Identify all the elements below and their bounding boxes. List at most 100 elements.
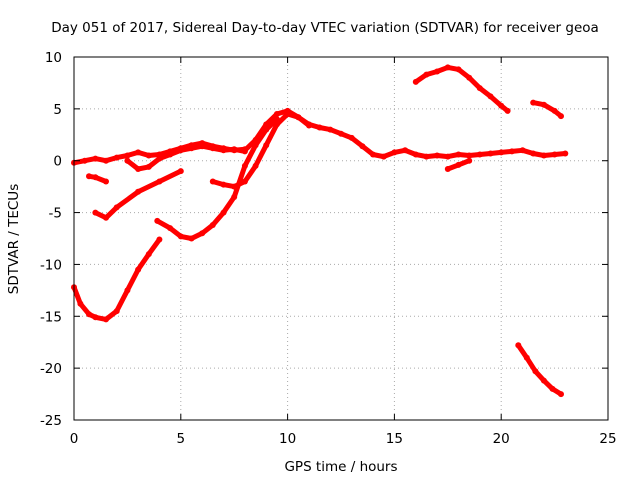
data-point	[519, 147, 526, 154]
data-point	[540, 101, 547, 108]
data-point	[551, 107, 558, 114]
data-point	[558, 391, 564, 398]
data-point	[412, 78, 419, 85]
y-tick-label: -10	[40, 257, 62, 273]
data-point	[103, 157, 109, 164]
data-point	[167, 225, 174, 232]
data-point	[92, 174, 99, 181]
data-point	[156, 236, 163, 243]
y-tick-label: 10	[45, 50, 62, 66]
data-point	[199, 143, 206, 150]
series-line-track-upper-0	[124, 143, 248, 172]
data-point	[284, 111, 291, 117]
x-tick-label: 15	[386, 431, 403, 447]
data-point	[466, 74, 473, 81]
series-line-track-mid-3	[210, 111, 312, 190]
data-point	[562, 150, 569, 157]
data-point	[241, 148, 248, 155]
x-tick-label: 5	[177, 431, 186, 447]
data-point	[515, 342, 522, 349]
data-point	[391, 149, 398, 156]
data-point	[498, 102, 505, 109]
data-point	[476, 151, 483, 158]
data-point	[412, 151, 419, 158]
data-point	[86, 311, 92, 318]
data-point	[209, 178, 216, 185]
data-point	[124, 287, 131, 294]
series-line-track-late-7	[530, 100, 564, 119]
y-tick-label: -20	[40, 361, 62, 377]
data-point	[86, 173, 92, 180]
data-point	[444, 153, 451, 160]
data-point	[295, 114, 302, 121]
data-point	[188, 235, 195, 242]
data-point	[156, 178, 163, 185]
x-tick-label: 25	[599, 431, 616, 447]
data-point	[551, 151, 558, 158]
data-point	[103, 316, 109, 323]
data-point	[209, 222, 216, 228]
data-point	[306, 122, 312, 129]
data-point	[380, 153, 387, 160]
data-point	[273, 111, 280, 117]
y-tick-label: -25	[40, 413, 62, 429]
data-point	[530, 99, 537, 106]
data-point	[252, 142, 259, 149]
x-axis-ticks: 0 5 10 15 20 25	[70, 57, 617, 447]
data-point	[103, 178, 109, 185]
data-point	[113, 204, 120, 211]
data-point	[167, 151, 174, 158]
data-point	[498, 149, 505, 156]
x-tick-label: 0	[70, 431, 79, 447]
data-point	[92, 314, 99, 321]
data-point	[263, 142, 270, 149]
x-tick-label: 20	[493, 431, 510, 447]
data-point	[466, 152, 473, 159]
data-point	[338, 130, 344, 137]
data-point	[241, 162, 248, 169]
data-point	[487, 150, 494, 157]
data-point	[135, 149, 142, 156]
data-point	[455, 151, 462, 158]
data-point	[444, 64, 451, 71]
series-line-track-deep-5	[71, 237, 162, 322]
y-tick-label: 5	[53, 102, 62, 118]
data-point	[540, 377, 547, 384]
data-point	[220, 209, 227, 216]
y-axis-ticks: -25 -20 -15 -10 -5 0 5 10	[40, 50, 608, 429]
data-point	[558, 113, 564, 120]
data-point	[188, 145, 195, 152]
data-point	[220, 181, 227, 188]
data-point	[434, 68, 441, 75]
data-point	[124, 157, 131, 164]
series-line-track-dip-4	[154, 116, 280, 241]
data-point	[124, 152, 131, 159]
data-point	[103, 214, 109, 221]
x-tick-label: 10	[279, 431, 296, 447]
data-point	[199, 230, 206, 237]
data-point	[316, 124, 323, 131]
data-point	[113, 154, 120, 161]
data-point	[263, 126, 270, 133]
data-point	[444, 166, 451, 172]
data-point	[113, 308, 120, 315]
data-point	[156, 155, 163, 162]
data-point	[81, 157, 88, 164]
grid-lines	[74, 57, 608, 420]
data-point	[135, 188, 142, 195]
y-tick-label: -5	[49, 206, 62, 222]
data-point	[92, 155, 99, 162]
data-point	[252, 162, 259, 169]
data-point	[327, 126, 334, 133]
y-axis-label: SDTVAR / TECUs	[6, 184, 22, 294]
chart-title: Day 051 of 2017, Sidereal Day-to-day VTE…	[51, 20, 599, 36]
data-point	[476, 85, 483, 92]
data-point	[220, 147, 227, 154]
data-point	[231, 146, 238, 153]
data-point	[487, 93, 494, 100]
data-point	[370, 151, 376, 158]
data-point	[348, 134, 355, 141]
data-point	[209, 145, 216, 152]
data-point	[455, 66, 462, 73]
